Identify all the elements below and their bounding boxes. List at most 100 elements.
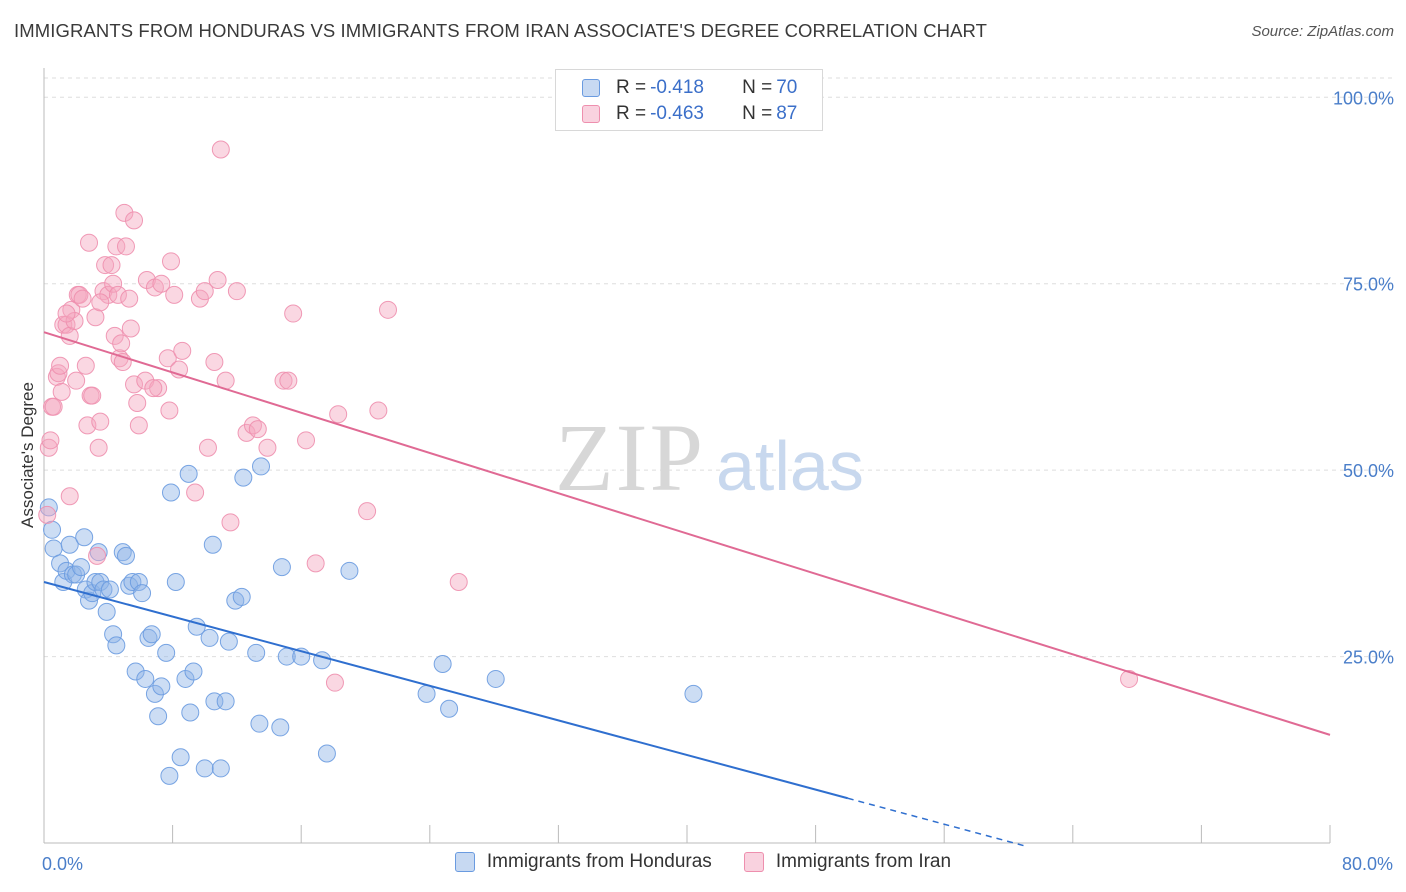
point-honduras — [250, 714, 269, 733]
point-honduras — [142, 625, 161, 644]
point-honduras — [71, 558, 90, 577]
point-iran — [108, 285, 127, 304]
point-honduras — [97, 602, 116, 621]
point-honduras — [232, 587, 251, 606]
point-honduras — [211, 759, 230, 778]
point-iran — [358, 502, 377, 521]
trend-lines — [43, 331, 1331, 847]
point-iran — [88, 546, 107, 565]
point-iran — [41, 431, 60, 450]
point-honduras — [272, 558, 291, 577]
point-iran — [121, 319, 140, 338]
legend-n-value: 70 — [776, 77, 798, 98]
point-honduras — [440, 699, 459, 718]
point-iran — [52, 382, 71, 401]
point-iran — [195, 282, 214, 301]
point-iran — [144, 379, 163, 398]
point-iran — [96, 256, 115, 275]
point-iran — [186, 483, 205, 502]
point-iran — [80, 233, 99, 252]
point-honduras — [486, 669, 505, 688]
point-iran — [38, 505, 57, 524]
legend-row-honduras: R = -0.418 N = 70 — [582, 76, 797, 100]
point-iran — [227, 282, 246, 301]
point-iran — [165, 285, 184, 304]
point-iran — [39, 438, 58, 457]
series-legend-iran: Immigrants from Iran — [743, 851, 951, 873]
point-iran — [115, 203, 134, 222]
point-honduras — [126, 662, 145, 681]
point-iran — [112, 334, 131, 353]
point-iran — [149, 379, 168, 398]
point-honduras — [219, 632, 238, 651]
series-legend-honduras: Immigrants from Honduras — [454, 851, 712, 873]
point-iran — [91, 293, 110, 312]
series-legend: Immigrants from Honduras Immigrants from… — [0, 851, 1406, 873]
point-honduras — [340, 561, 359, 580]
point-iran — [105, 326, 124, 345]
y-tick-label: 25.0% — [1343, 648, 1394, 668]
point-iran — [125, 375, 144, 394]
point-iran — [243, 416, 262, 435]
point-iran — [89, 438, 108, 457]
point-iran — [128, 394, 147, 413]
point-honduras — [181, 703, 200, 722]
point-iran — [73, 289, 92, 308]
point-iran — [62, 300, 81, 319]
point-honduras — [39, 498, 58, 517]
watermark-zip: ZIP — [555, 404, 705, 511]
y-tick-label: 50.0% — [1343, 461, 1394, 481]
point-iran — [237, 423, 256, 442]
point-iran — [57, 304, 76, 323]
point-iran — [198, 438, 217, 457]
series-label-honduras: Immigrants from Honduras — [486, 851, 712, 872]
y-tick-label: 75.0% — [1343, 275, 1394, 295]
legend-swatch-honduras — [582, 79, 600, 97]
point-iran — [379, 300, 398, 319]
legend-r-label: R = — [616, 77, 647, 98]
point-iran — [274, 371, 293, 390]
x-tick-label: 80.0% — [1342, 854, 1393, 874]
point-iran — [205, 353, 224, 372]
point-iran — [158, 349, 177, 368]
point-iran — [129, 416, 148, 435]
point-iran — [258, 438, 277, 457]
point-iran — [60, 487, 79, 506]
point-iran — [67, 371, 86, 390]
point-iran — [306, 554, 325, 573]
point-honduras — [129, 573, 148, 591]
legend-n-label: N = — [742, 103, 773, 124]
point-iran — [116, 237, 135, 256]
point-iran — [221, 513, 240, 532]
point-honduras — [216, 692, 235, 711]
point-honduras — [252, 457, 271, 476]
point-honduras — [179, 464, 198, 483]
point-honduras — [116, 546, 135, 565]
point-iran — [329, 405, 348, 424]
point-honduras — [200, 628, 219, 647]
point-honduras — [160, 766, 179, 785]
point-iran — [211, 140, 230, 159]
point-honduras — [157, 643, 176, 662]
point-iran — [91, 412, 110, 431]
series-swatch-iran — [743, 852, 764, 872]
trend-line-extension — [847, 797, 1025, 847]
point-iran — [208, 270, 227, 289]
trend-line-iran — [43, 331, 1331, 736]
point-honduras — [43, 520, 62, 539]
legend-n-label: N = — [742, 77, 773, 98]
series-swatch-honduras — [454, 852, 475, 872]
legend-r-value: -0.463 — [650, 103, 704, 124]
grid-lines — [44, 77, 1392, 658]
legend-row-iran: R = -0.463 N = 87 — [582, 102, 797, 126]
point-iran — [161, 252, 180, 271]
point-iran — [44, 397, 63, 416]
point-iran — [152, 274, 171, 293]
point-iran — [86, 308, 105, 327]
legend-r-value: -0.418 — [650, 77, 704, 98]
legend-n-value: 87 — [776, 103, 798, 124]
point-honduras — [104, 625, 123, 644]
point-iran — [76, 356, 95, 375]
point-honduras — [107, 636, 126, 655]
